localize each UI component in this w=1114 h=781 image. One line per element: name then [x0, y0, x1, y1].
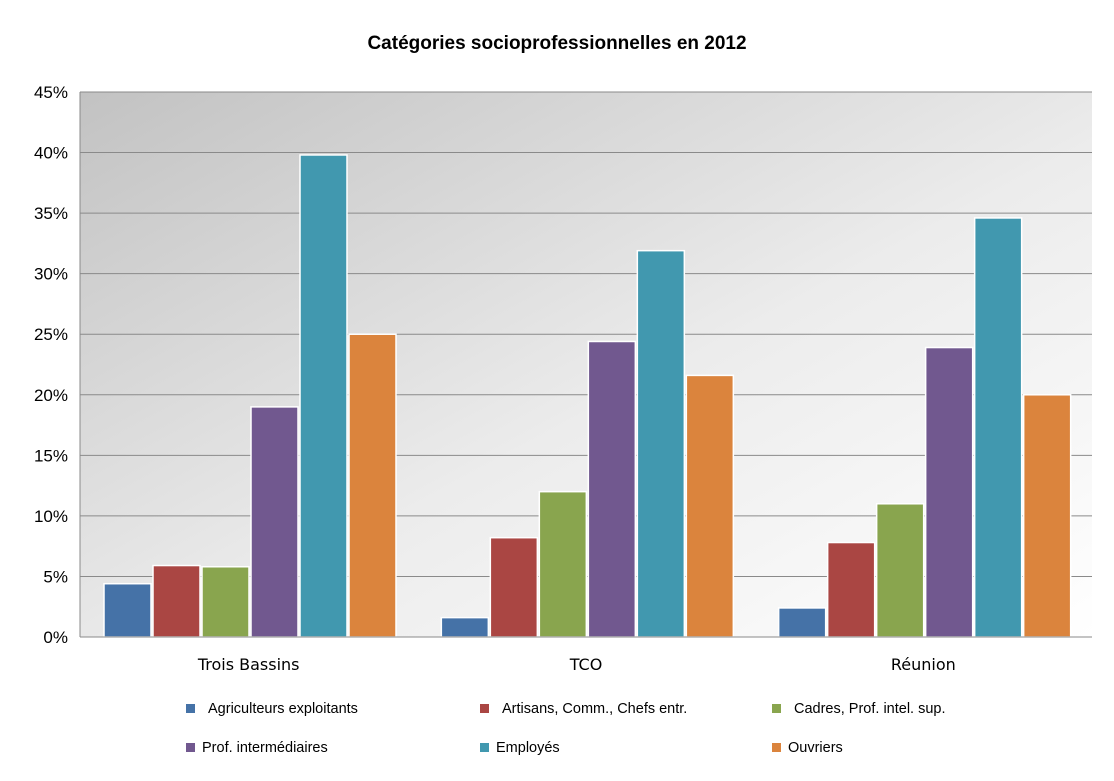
legend-label: Agriculteurs exploitants: [208, 701, 358, 717]
y-tick-label: 0%: [43, 628, 68, 647]
y-tick-label: 15%: [34, 446, 68, 465]
y-tick-label: 45%: [34, 83, 68, 102]
legend-label: Employés: [496, 740, 560, 756]
legend-swatch: [772, 743, 781, 752]
x-tick-label: TCO: [569, 655, 603, 674]
legend-label: Artisans, Comm., Chefs entr.: [502, 701, 687, 717]
bar: [587, 340, 637, 638]
bar: [875, 503, 925, 638]
legend-swatch: [186, 743, 195, 752]
chart-title: Catégories socioprofessionnelles en 2012: [367, 33, 747, 54]
legend-label: Ouvriers: [788, 740, 843, 756]
legend: Agriculteurs exploitants Artisans, Comm.,…: [186, 701, 946, 756]
bar: [152, 564, 201, 638]
y-tick-label: 35%: [34, 204, 68, 223]
y-tick-label: 40%: [34, 144, 68, 163]
y-tick-label: 20%: [34, 386, 68, 405]
y-tick-label: 25%: [34, 325, 68, 344]
bar: [826, 541, 876, 638]
bar: [924, 346, 974, 638]
bar: [777, 607, 827, 638]
bar: [201, 566, 250, 638]
bar: [636, 249, 686, 638]
y-tick-label: 30%: [34, 265, 68, 284]
bar: [299, 154, 348, 638]
axes: 0% 5% 10% 15% 20% 25% 30% 35% 40% 45% Trois Bassin…: [34, 83, 1092, 674]
legend-swatch: [480, 743, 489, 752]
x-tick-label: Réunion: [891, 655, 956, 674]
bar: [973, 217, 1023, 638]
bar: [1022, 394, 1072, 638]
x-tick-label: Trois Bassins: [197, 655, 300, 674]
legend-label: Prof. intermédiaires: [202, 740, 328, 756]
bar: [348, 333, 397, 638]
legend-swatch: [480, 704, 489, 713]
bar: [685, 374, 735, 638]
bar: [440, 616, 490, 638]
bar: [538, 490, 588, 638]
y-tick-label: 10%: [34, 507, 68, 526]
bar: [250, 406, 299, 638]
legend-swatch: [772, 704, 781, 713]
bar: [103, 582, 152, 638]
bars: [103, 154, 1072, 638]
y-tick-label: 5%: [43, 567, 68, 586]
legend-swatch: [186, 704, 195, 713]
bar: [489, 536, 539, 638]
legend-label: Cadres, Prof. intel. sup.: [794, 701, 946, 717]
